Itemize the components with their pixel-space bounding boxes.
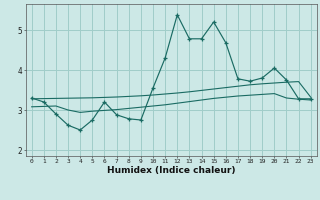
X-axis label: Humidex (Indice chaleur): Humidex (Indice chaleur) bbox=[107, 166, 236, 175]
